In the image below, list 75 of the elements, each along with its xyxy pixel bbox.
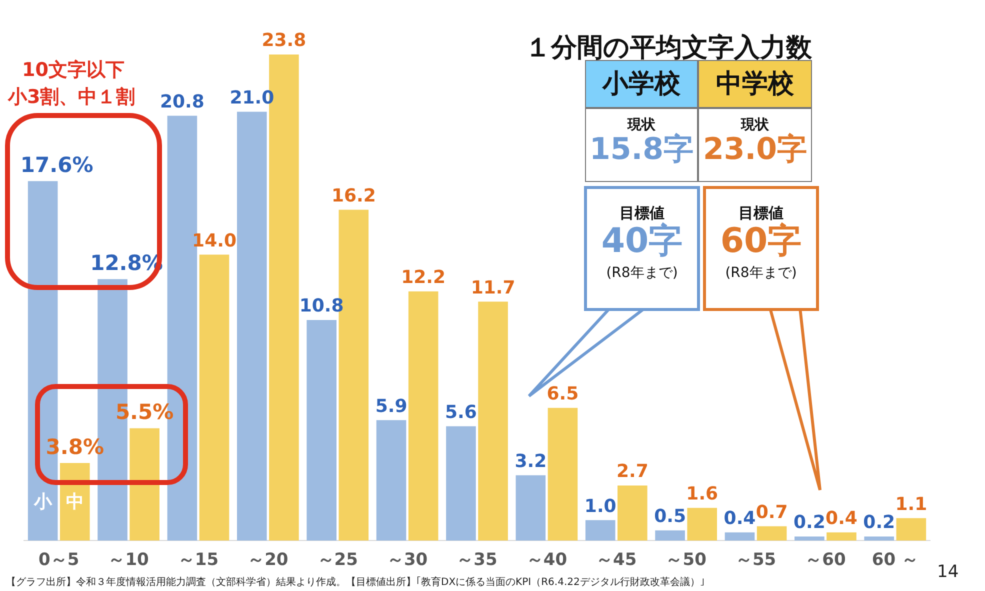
bar bbox=[687, 508, 718, 541]
x-tick-label: ～50 bbox=[666, 550, 707, 570]
bar bbox=[794, 536, 824, 541]
text: 【グラフ出所】令和３年度情報活用能力調査（文部科学省）結果より作成。【目標値出所】｢教育DXに係る当面のKPI（R6.4.22デジタル行財政改革会議）｣ bbox=[6, 576, 705, 589]
bar bbox=[618, 485, 648, 541]
data-label: 2.7 bbox=[616, 461, 648, 482]
bar bbox=[585, 520, 616, 541]
x-tick-label: 0～5 bbox=[38, 550, 80, 570]
bar bbox=[446, 426, 476, 541]
annotation: 15.8字 bbox=[588, 132, 695, 168]
data-label: 1.6 bbox=[686, 484, 718, 505]
annotation: 小学校 bbox=[602, 69, 680, 99]
bar bbox=[236, 112, 267, 541]
data-label: 0.2 bbox=[793, 512, 826, 534]
bar bbox=[376, 420, 406, 541]
data-label: 5.9 bbox=[375, 396, 408, 417]
bar bbox=[516, 475, 546, 541]
bar bbox=[548, 408, 578, 541]
bar bbox=[826, 532, 856, 541]
data-label: 0.5 bbox=[654, 506, 686, 528]
text: １分間の平均文字入力数 bbox=[525, 32, 812, 65]
bar bbox=[306, 320, 336, 541]
text: 14 bbox=[937, 562, 959, 582]
annotation: (R8年まで) bbox=[724, 265, 798, 282]
annotation: 目標値 bbox=[738, 204, 784, 222]
annotation: 10文字以下 bbox=[22, 58, 124, 83]
annotation: (R8年まで) bbox=[605, 265, 679, 282]
data-label: 11.7 bbox=[470, 277, 516, 298]
data-label: 1.1 bbox=[895, 494, 928, 515]
data-label: 14.0 bbox=[192, 230, 236, 252]
x-tick-label: ～40 bbox=[526, 550, 568, 570]
annotation: 中学校 bbox=[716, 69, 794, 99]
x-tick-label: ～25 bbox=[317, 550, 358, 570]
data-label: 12.2 bbox=[401, 267, 446, 288]
x-tick-label: ～45 bbox=[596, 550, 637, 570]
series-label: 小 bbox=[32, 491, 53, 512]
data-label: 23.8 bbox=[262, 30, 306, 52]
x-tick-label: ～60 bbox=[805, 550, 846, 570]
data-label: 0.7 bbox=[756, 502, 788, 523]
data-label: 5.6 bbox=[445, 402, 477, 423]
x-tick-label: ～55 bbox=[735, 550, 776, 570]
x-tick-label: ～35 bbox=[456, 550, 498, 570]
annotation: 40字 bbox=[600, 221, 684, 262]
bar bbox=[199, 254, 230, 541]
bar bbox=[130, 428, 160, 541]
data-label: 0.4 bbox=[724, 508, 756, 530]
x-tick-label: ～30 bbox=[386, 550, 428, 570]
data-label: 5.5% bbox=[115, 400, 174, 424]
bar bbox=[756, 526, 787, 541]
data-label: 0.2 bbox=[863, 512, 896, 534]
data-label: 20.8 bbox=[160, 91, 204, 112]
data-label: 6.5 bbox=[546, 384, 579, 405]
data-label: 17.6% bbox=[20, 153, 94, 178]
x-tick-label: ～15 bbox=[178, 550, 219, 570]
bar bbox=[896, 518, 926, 541]
bar bbox=[864, 536, 894, 541]
annotation: 目標値 bbox=[618, 204, 666, 222]
annotation: 小3割、中１割 bbox=[8, 85, 136, 110]
bar bbox=[408, 291, 438, 541]
annotation: 現状 bbox=[626, 117, 656, 134]
bar bbox=[724, 532, 755, 541]
data-label: 0.4 bbox=[826, 508, 858, 530]
x-tick-label: 60 ～ bbox=[872, 550, 918, 570]
data-label: 16.2 bbox=[331, 185, 376, 206]
x-tick-label: ～10 bbox=[108, 550, 150, 570]
data-label: 3.8% bbox=[46, 434, 104, 459]
data-label: 1.0 bbox=[584, 496, 616, 517]
annotation: 60字 bbox=[719, 221, 803, 262]
data-label: 3.2 bbox=[514, 450, 547, 472]
bar bbox=[655, 530, 685, 541]
annotation: 23.0字 bbox=[702, 132, 808, 168]
annotation: 現状 bbox=[740, 117, 770, 134]
series-label: 中 bbox=[66, 491, 84, 512]
bar bbox=[478, 302, 508, 541]
x-tick-label: ～20 bbox=[248, 550, 288, 570]
